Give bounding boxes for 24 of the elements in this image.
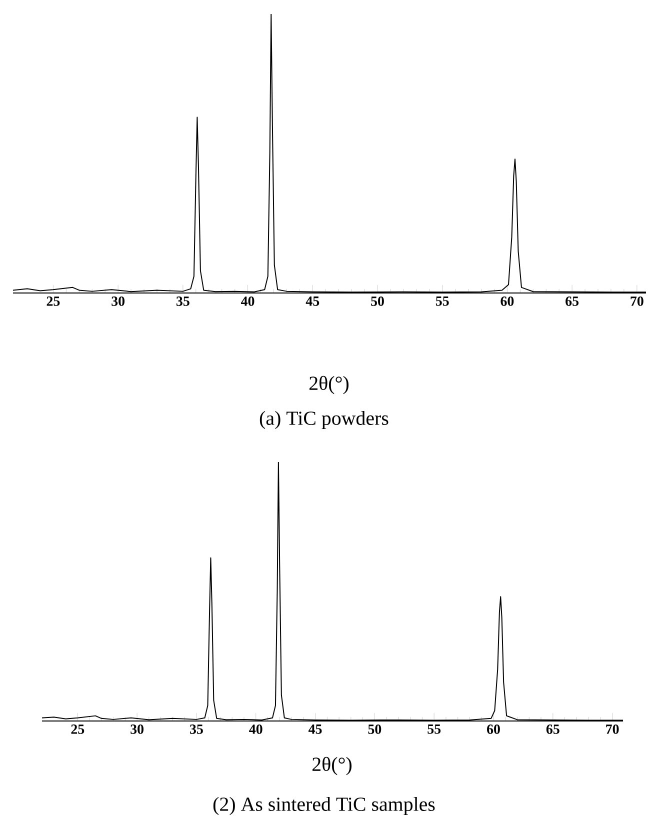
x-axis-title: 2θ(°): [310, 376, 348, 394]
x-tick-label: 55: [436, 296, 449, 306]
x-tick-label: 35: [176, 296, 190, 306]
text: (2) As sintered TiC samples: [213, 796, 435, 816]
x-tick-label: 65: [546, 724, 560, 734]
x-tick-label: 45: [306, 296, 320, 306]
x-tick-label: 60: [500, 296, 514, 306]
x-tick-label: 30: [112, 296, 125, 306]
x-tick-label: 30: [130, 724, 144, 734]
x-tick-label: 40: [249, 724, 262, 734]
x-tick-label: 50: [371, 296, 384, 306]
x-tick-label: 25: [71, 724, 84, 734]
x-tick-label: 50: [368, 724, 382, 734]
x-tick-label: 45: [308, 724, 322, 734]
x-tick-label: 60: [487, 724, 500, 734]
x-tick-label: 40: [240, 296, 254, 306]
x-tick-label: 70: [606, 724, 619, 734]
x-tick-label: 55: [428, 724, 441, 734]
x-tick-label: 70: [630, 296, 644, 306]
x-tick-label: 65: [566, 296, 579, 306]
x-tick-label: 35: [190, 724, 203, 734]
x-axis-title: 2θ(°): [312, 756, 352, 776]
text: (a) TiC powders: [260, 410, 388, 430]
x-tick-label: 25: [46, 296, 60, 306]
